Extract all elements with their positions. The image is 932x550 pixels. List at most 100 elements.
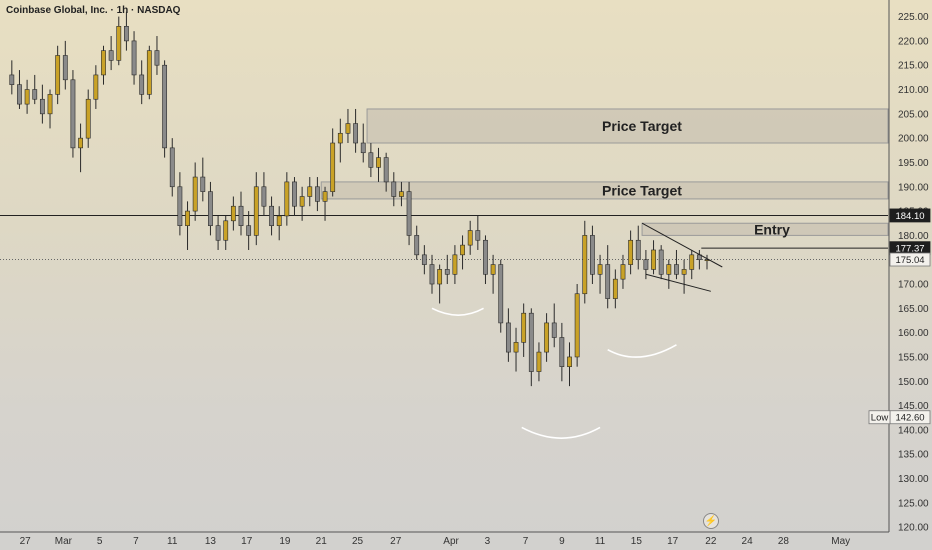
candle-52 <box>406 181 412 246</box>
candle-33 <box>261 172 267 216</box>
x-tick-label: 11 <box>167 536 178 547</box>
candle-75 <box>582 220 588 304</box>
candle-body <box>177 186 183 226</box>
candle-5 <box>47 89 53 129</box>
x-tick-label: 25 <box>352 536 364 547</box>
candle-body <box>437 269 443 285</box>
candle-body <box>17 84 22 105</box>
candle-body <box>9 74 15 85</box>
candle-body <box>116 26 122 61</box>
x-tick-label: 27 <box>390 536 402 547</box>
price-label-bg-2 <box>889 252 931 267</box>
y-tick-label: 200.00 <box>898 134 929 145</box>
x-tick-label: 21 <box>316 536 328 547</box>
candle-65 <box>505 308 511 362</box>
candle-87 <box>674 249 679 280</box>
candle-body <box>101 50 106 76</box>
y-tick-label: 140.00 <box>898 425 929 436</box>
y-tick-label: 225.00 <box>898 12 929 23</box>
candle-body <box>521 312 527 343</box>
candle-48 <box>376 147 381 182</box>
candle-body <box>353 123 358 144</box>
x-tick-label: 28 <box>778 536 790 547</box>
candle-28 <box>223 215 229 250</box>
candle-68 <box>528 308 534 387</box>
y-tick-label: 155.00 <box>898 352 929 363</box>
x-tick-label: 3 <box>485 536 491 547</box>
candle-60 <box>467 220 473 255</box>
arcs-layer <box>431 307 677 439</box>
candle-1 <box>17 70 22 109</box>
zone-rect-0 <box>366 108 889 144</box>
candle-body <box>574 293 580 358</box>
candle-50 <box>391 172 397 207</box>
lightning-bolt-icon[interactable]: ⚡ <box>703 513 719 529</box>
candle-86 <box>666 259 672 289</box>
candle-9 <box>78 123 83 173</box>
candle-body <box>345 123 351 134</box>
candle-66 <box>513 327 519 372</box>
x-tick-label: 24 <box>742 536 754 547</box>
zone-rect-2 <box>641 222 889 236</box>
candle-40 <box>314 177 320 212</box>
candle-body <box>383 157 389 183</box>
y-tick-label: 160.00 <box>898 328 929 339</box>
candle-body <box>253 186 259 236</box>
zone-label-0: Price Target <box>602 118 682 134</box>
candle-61 <box>475 215 481 250</box>
price-label-bg-0 <box>889 208 931 223</box>
candle-body <box>490 264 496 275</box>
candle-71 <box>551 303 557 348</box>
candle-55 <box>429 254 435 294</box>
candle-69 <box>536 342 542 382</box>
candle-41 <box>322 186 328 221</box>
candle-31 <box>246 211 252 250</box>
candle-body <box>681 269 687 275</box>
price-label-0: 184.10 <box>895 211 924 222</box>
candle-43 <box>337 118 343 163</box>
candle-56 <box>437 264 443 304</box>
candle-body <box>39 98 45 115</box>
candle-7 <box>62 40 68 90</box>
candle-body <box>505 322 511 353</box>
x-tick-label: 15 <box>631 536 643 547</box>
candle-44 <box>345 108 351 144</box>
y-tick-label: 150.00 <box>898 377 929 388</box>
candle-16 <box>131 31 137 85</box>
candle-82 <box>635 225 641 270</box>
candle-body <box>292 181 297 207</box>
candle-25 <box>200 157 206 202</box>
candle-body <box>551 322 557 338</box>
candle-body <box>559 337 565 367</box>
candle-body <box>337 132 343 144</box>
candle-body <box>78 137 83 149</box>
candle-6 <box>55 45 61 105</box>
candle-80 <box>620 254 626 289</box>
candle-body <box>208 191 213 226</box>
candle-37 <box>292 177 297 216</box>
price-tag-bg-3 <box>868 410 891 425</box>
candle-17 <box>139 60 145 105</box>
candle-34 <box>269 196 274 236</box>
zone-label-1: Price Target <box>602 182 682 198</box>
zone-rect-1 <box>320 181 889 200</box>
candle-body <box>330 142 336 192</box>
y-tick-label: 220.00 <box>898 36 929 47</box>
candle-22 <box>177 172 183 236</box>
candle-body <box>360 142 366 154</box>
candle-body <box>399 191 404 197</box>
x-tick-label: 11 <box>595 536 606 547</box>
candle-body <box>108 50 114 61</box>
x-tick-label: 13 <box>205 536 217 547</box>
candle-46 <box>360 123 366 163</box>
candle-70 <box>544 313 549 362</box>
candle-body <box>154 50 160 66</box>
candle-body <box>658 249 664 275</box>
candle-body <box>429 264 435 285</box>
candle-26 <box>208 181 213 236</box>
candle-30 <box>238 191 244 236</box>
candle-body <box>70 79 76 149</box>
x-tick-label: 27 <box>20 536 32 547</box>
